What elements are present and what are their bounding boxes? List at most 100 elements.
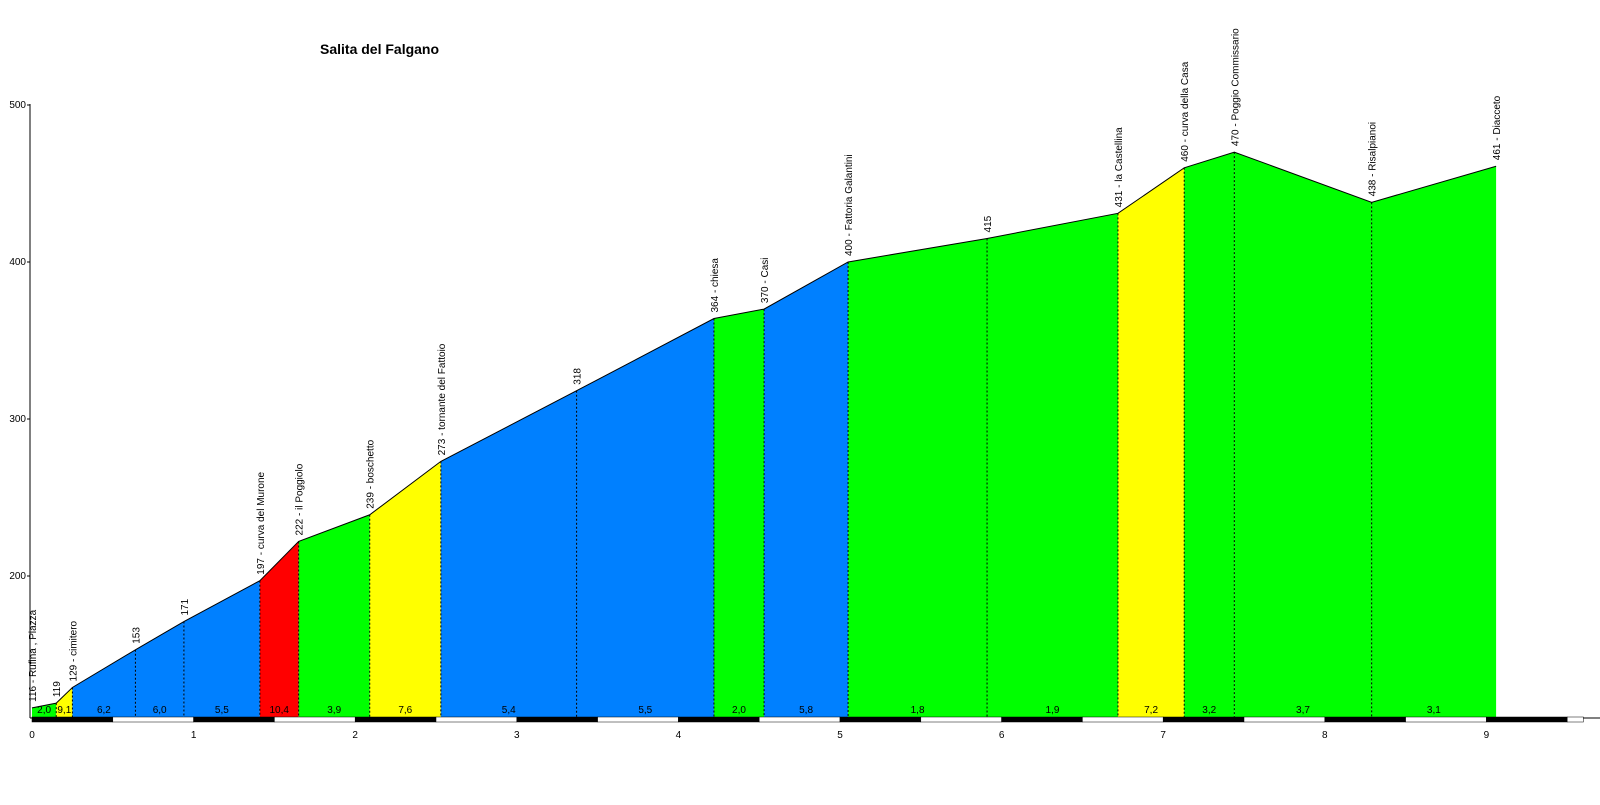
km-bar-block [1001,716,1083,723]
point-label: 119 [52,681,63,697]
profile-segment [298,514,370,718]
gradient-label: 5,8 [799,705,813,716]
point-label: 222 - il Poggiolo [295,463,306,535]
gradient-label: 5,4 [502,705,516,716]
point-label: 461 - Diacceto [1492,95,1503,160]
gradient-label: 3,1 [1427,705,1441,716]
profile-segment [987,213,1118,718]
km-bar-block [758,716,841,723]
gradient-label: 2,0 [37,705,51,716]
gradient-label: 1,9 [1046,705,1060,716]
profile-segment [764,262,849,718]
y-tick-label: 500 [9,100,26,111]
point-label: 197 - curva del Murone [256,471,267,574]
km-scale-bar [31,716,1584,723]
point-label: 370 - Casi [760,258,771,304]
point-label: 364 - chiesa [710,258,721,313]
gradient-label: 9,1 [57,705,71,716]
gradient-labels: 2,0 9,1 6,2 6,0 5,5 10,4 3,9 7,6 5,4 5,5 2,0 5,8 1,8… [37,705,1441,716]
gradient-label: 2,0 [732,705,746,716]
point-label: 273 - tornante del Fattoio [437,343,448,455]
km-bar-block [1324,716,1406,723]
point-label: 460 - curva della Casa [1180,61,1191,161]
point-label: 153 [131,627,142,644]
gradient-label: 3,9 [327,705,341,716]
profile-segment [576,318,714,718]
point-label: 431 - la Castellina [1114,127,1125,207]
profile-segment [183,580,260,718]
y-tick-label: 300 [9,414,26,425]
profile-segment [1234,152,1372,719]
km-bar-block [193,716,275,723]
x-tick-label: 4 [676,730,682,741]
point-label: 400 - Fattoria Galantini [844,154,855,256]
gradient-label: 10,4 [270,705,290,716]
km-bar-block [839,716,922,723]
km-bar-block [1082,716,1164,723]
profile-segment [56,687,73,718]
profile-segment [259,541,299,718]
segment-dividers [55,152,1373,718]
gradient-label: 3,2 [1202,705,1216,716]
km-bar-block [354,716,437,723]
profile-segment [713,309,765,718]
y-tick-label: 200 [9,571,26,582]
km-bar-block [516,716,598,723]
point-label: 318 [573,368,584,385]
profile-segment [848,238,988,718]
km-bar-block [31,716,114,723]
km-bar-block [1566,716,1584,723]
gradient-label: 7,6 [398,705,412,716]
y-tick-label: 400 [9,257,26,268]
gradient-label: 1,8 [911,705,925,716]
km-bar-block [1405,716,1487,723]
x-tick-label: 3 [514,730,520,741]
x-tick-label: 5 [837,730,843,741]
km-bar-block [1162,716,1245,723]
x-tick-label: 0 [29,730,35,741]
profile-segment [1371,166,1497,719]
profile-outline [31,151,1497,709]
point-labels: 116 - Rufina , Piazza 119 129 - cimitero 15… [28,28,1503,702]
gradient-label: 6,0 [153,705,167,716]
km-bar-block [435,716,518,723]
profile-segment [135,621,184,718]
km-bar-block [1486,716,1568,723]
profile-segments [32,152,1497,719]
x-tick-label: 6 [999,730,1005,741]
x-tick-label: 7 [1160,730,1166,741]
profile-segment [440,390,577,718]
point-label: 470 - Poggio Commissario [1230,28,1241,146]
gradient-label: 6,2 [97,705,111,716]
profile-segment [1184,152,1235,719]
km-bar-block [678,716,760,723]
x-tick-label: 8 [1322,730,1328,741]
x-tick-label: 2 [352,730,358,741]
point-label: 171 [180,598,191,615]
point-label: 415 [983,215,994,232]
profile-segment [72,649,136,718]
point-label: 239 - boschetto [366,439,377,508]
point-label: 129 - cimitero [68,620,79,681]
point-label: 116 - Rufina , Piazza [28,609,39,702]
km-bar-block [1243,716,1326,723]
km-bar-block [597,716,679,723]
km-bar-block [920,716,1002,723]
x-tick-labels: 0 1 2 3 4 5 6 7 8 9 [29,730,1489,741]
gradient-label: 5,5 [638,705,652,716]
profile-segment [369,461,441,718]
profile-segment [1117,167,1185,719]
point-label: 438 - Risalpianoi [1368,122,1379,197]
gradient-label: 7,2 [1144,705,1158,716]
gradient-label: 5,5 [215,705,229,716]
x-tick-label: 9 [1484,730,1490,741]
y-tick-labels: 200 300 400 500 [9,100,30,582]
km-bar-block [112,716,194,723]
km-bar-block [274,716,356,723]
profile-line [31,151,1497,709]
chart-title: Salita del Falgano [320,41,439,57]
x-tick-label: 1 [191,730,197,741]
gradient-label: 3,7 [1296,705,1310,716]
